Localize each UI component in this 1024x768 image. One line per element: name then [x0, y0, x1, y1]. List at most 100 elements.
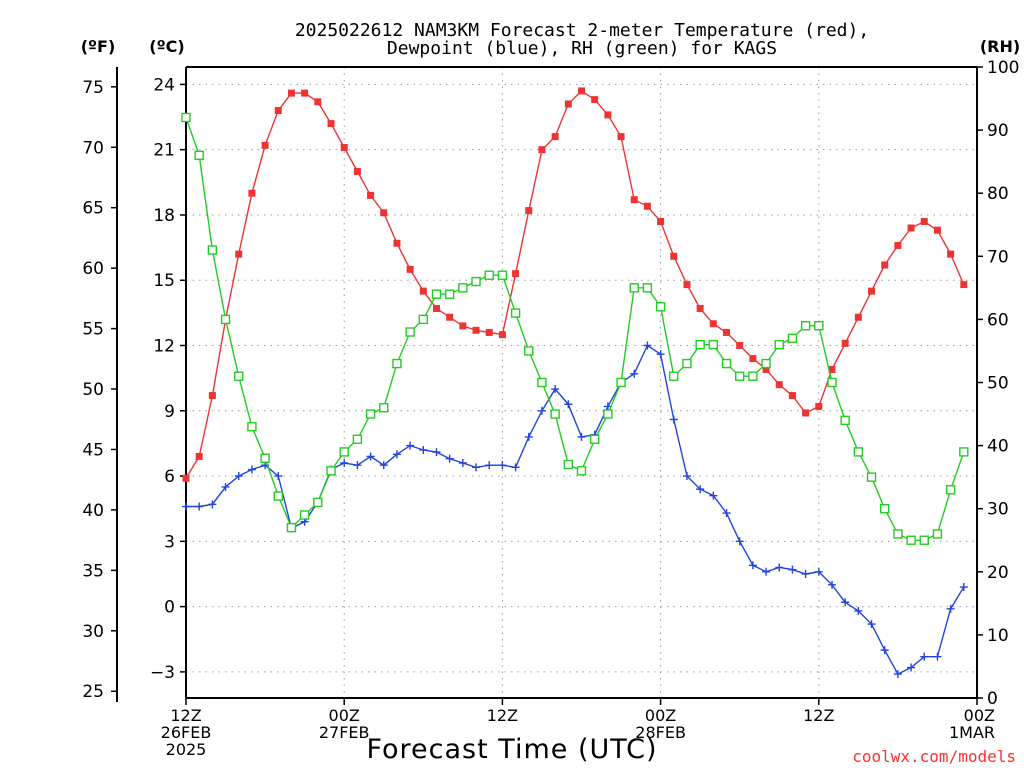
fahrenheit-tick-label: 75 — [82, 78, 104, 98]
rh-point — [273, 491, 283, 501]
temperature-point — [630, 196, 638, 204]
dewpoint-point — [498, 461, 507, 470]
rh-point — [576, 466, 587, 476]
temperature-point — [367, 191, 375, 199]
series-rh — [181, 112, 969, 545]
rh-tick-label: 60 — [987, 310, 1009, 330]
dewpoint-point — [788, 565, 797, 574]
fahrenheit-tick-label: 70 — [82, 138, 104, 158]
rh-point — [761, 358, 771, 369]
axis-ticks: 25 30 35 40 45 50 55 60 65 70 75 −3 0 3 6 9 12 15 18 21 24 0 1… — [82, 58, 1019, 759]
rh-point — [444, 289, 455, 299]
rh-point — [893, 529, 903, 539]
rh-point — [484, 270, 494, 280]
temperature-point — [353, 167, 361, 175]
rh-point — [919, 535, 929, 545]
rh-point — [313, 497, 323, 508]
temperature-point — [683, 281, 691, 289]
x-tick-label: 00Z — [329, 706, 360, 725]
dewpoint-point — [340, 459, 349, 468]
temperature-point — [960, 281, 968, 289]
dewpoint-point — [827, 580, 836, 589]
rh-point — [220, 314, 231, 325]
rh-point — [260, 453, 270, 463]
dewpoint-point — [867, 620, 876, 629]
rh-tick-label: 30 — [987, 500, 1009, 520]
temperature-point — [498, 331, 506, 339]
rh-point — [326, 466, 336, 476]
temperature-point — [459, 322, 467, 330]
rh-point — [945, 485, 956, 495]
dewpoint-point — [208, 500, 217, 509]
dewpoint-point — [406, 441, 415, 450]
dewpoint-point — [933, 652, 942, 661]
fahrenheit-tick-label: 25 — [82, 682, 104, 702]
rh-tick-label: 40 — [987, 437, 1009, 457]
temperature-point — [920, 217, 928, 225]
series-temperature — [182, 87, 968, 482]
temperature-point — [406, 265, 414, 273]
temperature-point — [525, 207, 533, 215]
rh-point — [787, 333, 798, 344]
rh-point — [748, 371, 758, 381]
temperature-point — [907, 224, 915, 232]
rh-point — [642, 283, 653, 293]
dewpoint-point — [511, 463, 520, 472]
credit-text: coolwx.com/models — [852, 747, 1016, 766]
rh-point — [655, 302, 666, 312]
dewpoint-point — [485, 461, 494, 470]
x-axis-title: Forecast Time (UTC) — [366, 734, 657, 765]
rh-line — [185, 117, 965, 541]
rh-point — [339, 447, 349, 457]
dewpoint-point — [458, 459, 467, 468]
rh-point — [247, 421, 257, 432]
rh-unit-label: (RH) — [980, 37, 1020, 56]
rh-tick-label: 0 — [987, 689, 998, 709]
celsius-tick-label: −3 — [150, 663, 175, 683]
dewpoint-point — [880, 646, 889, 655]
dewpoint-point — [722, 509, 731, 518]
rh-point — [708, 339, 719, 350]
x-tick-label: 2025 — [166, 740, 207, 759]
rh-point — [840, 415, 850, 426]
rh-point — [616, 377, 626, 388]
temperature-point — [854, 313, 862, 321]
rh-point — [392, 358, 402, 369]
fahrenheit-tick-label: 35 — [82, 561, 104, 581]
temperature-point — [301, 89, 309, 97]
x-tick-label: 12Z — [170, 706, 201, 725]
dewpoint-point — [379, 461, 388, 470]
grid-lines — [186, 67, 977, 698]
rh-point — [497, 270, 508, 280]
dewpoint-point — [696, 485, 705, 494]
dewpoint-point — [182, 502, 190, 511]
temperature-point — [841, 339, 849, 347]
celsius-tick-label: 9 — [164, 402, 175, 422]
celsius-tick-label: 6 — [164, 467, 175, 487]
temperature-point — [933, 226, 941, 234]
temperature-point — [723, 328, 731, 336]
celsius-tick-label: 24 — [153, 75, 175, 95]
rh-point — [365, 409, 376, 419]
dewpoint-line — [186, 344, 965, 676]
rh-tick-label: 50 — [987, 374, 1009, 394]
rh-point — [524, 346, 534, 356]
rh-point — [589, 434, 600, 444]
x-tick-label: 00Z — [964, 706, 995, 725]
series-dewpoint — [182, 341, 968, 679]
temperature-point — [749, 355, 757, 363]
temperature-point — [947, 250, 955, 258]
dewpoint-point — [551, 385, 560, 394]
celsius-tick-label: 12 — [153, 337, 175, 357]
celsius-tick-label: 18 — [153, 206, 175, 226]
dewpoint-point — [234, 472, 243, 481]
temperature-point — [894, 241, 902, 249]
dewpoint-point — [564, 400, 573, 409]
x-tick-label: 1MAR — [949, 723, 995, 742]
rh-point — [682, 358, 692, 369]
dewpoint-point — [709, 491, 718, 500]
dewpoint-point — [946, 604, 955, 613]
temperature-point — [551, 133, 559, 141]
fahrenheit-tick-label: 55 — [82, 320, 104, 340]
